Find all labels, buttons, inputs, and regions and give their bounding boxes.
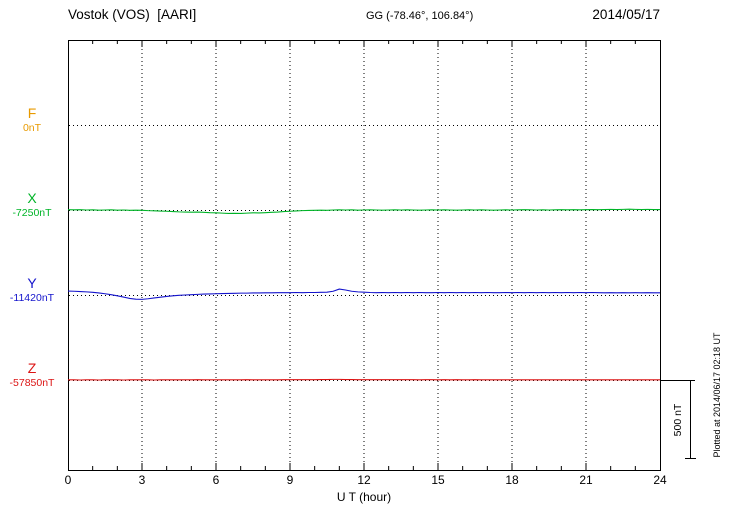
component-baseline-f: 0nT [22,122,42,134]
plot-timestamp-note: Plotted at 2014/06/17 02:18 UT [712,332,722,458]
x-axis-title: U T (hour) [336,490,392,504]
component-letter-z: Z [27,360,37,376]
component-letter-x: X [27,190,37,206]
x-tick-label: 18 [505,473,519,487]
component-baseline-x: -7250nT [12,207,52,219]
station-title: Vostok (VOS) [AARI] [68,7,197,22]
x-tick-label: 0 [64,473,72,487]
x-tick-label: 21 [579,473,593,487]
component-letter-y: Y [27,275,37,291]
x-tick-label: 12 [357,473,371,487]
station-coordinates: GG (-78.46°, 106.84°) [366,10,474,22]
component-letter-f: F [27,105,37,121]
x-tick-label: 15 [431,473,445,487]
plot-date: 2014/05/17 [592,7,660,22]
component-baseline-z: -57850nT [9,377,55,389]
x-tick-label: 6 [212,473,220,487]
scale-bar-label: 500 nT [672,403,684,437]
x-tick-label: 3 [138,473,146,487]
component-row-f: F 0nT [0,106,64,134]
component-row-x: X -7250nT [0,191,64,219]
component-row-z: Z -57850nT [0,361,64,389]
x-tick-label: 9 [286,473,294,487]
x-tick-label: 24 [653,473,667,487]
component-row-y: Y -11420nT [0,276,64,304]
component-baseline-y: -11420nT [9,292,55,304]
